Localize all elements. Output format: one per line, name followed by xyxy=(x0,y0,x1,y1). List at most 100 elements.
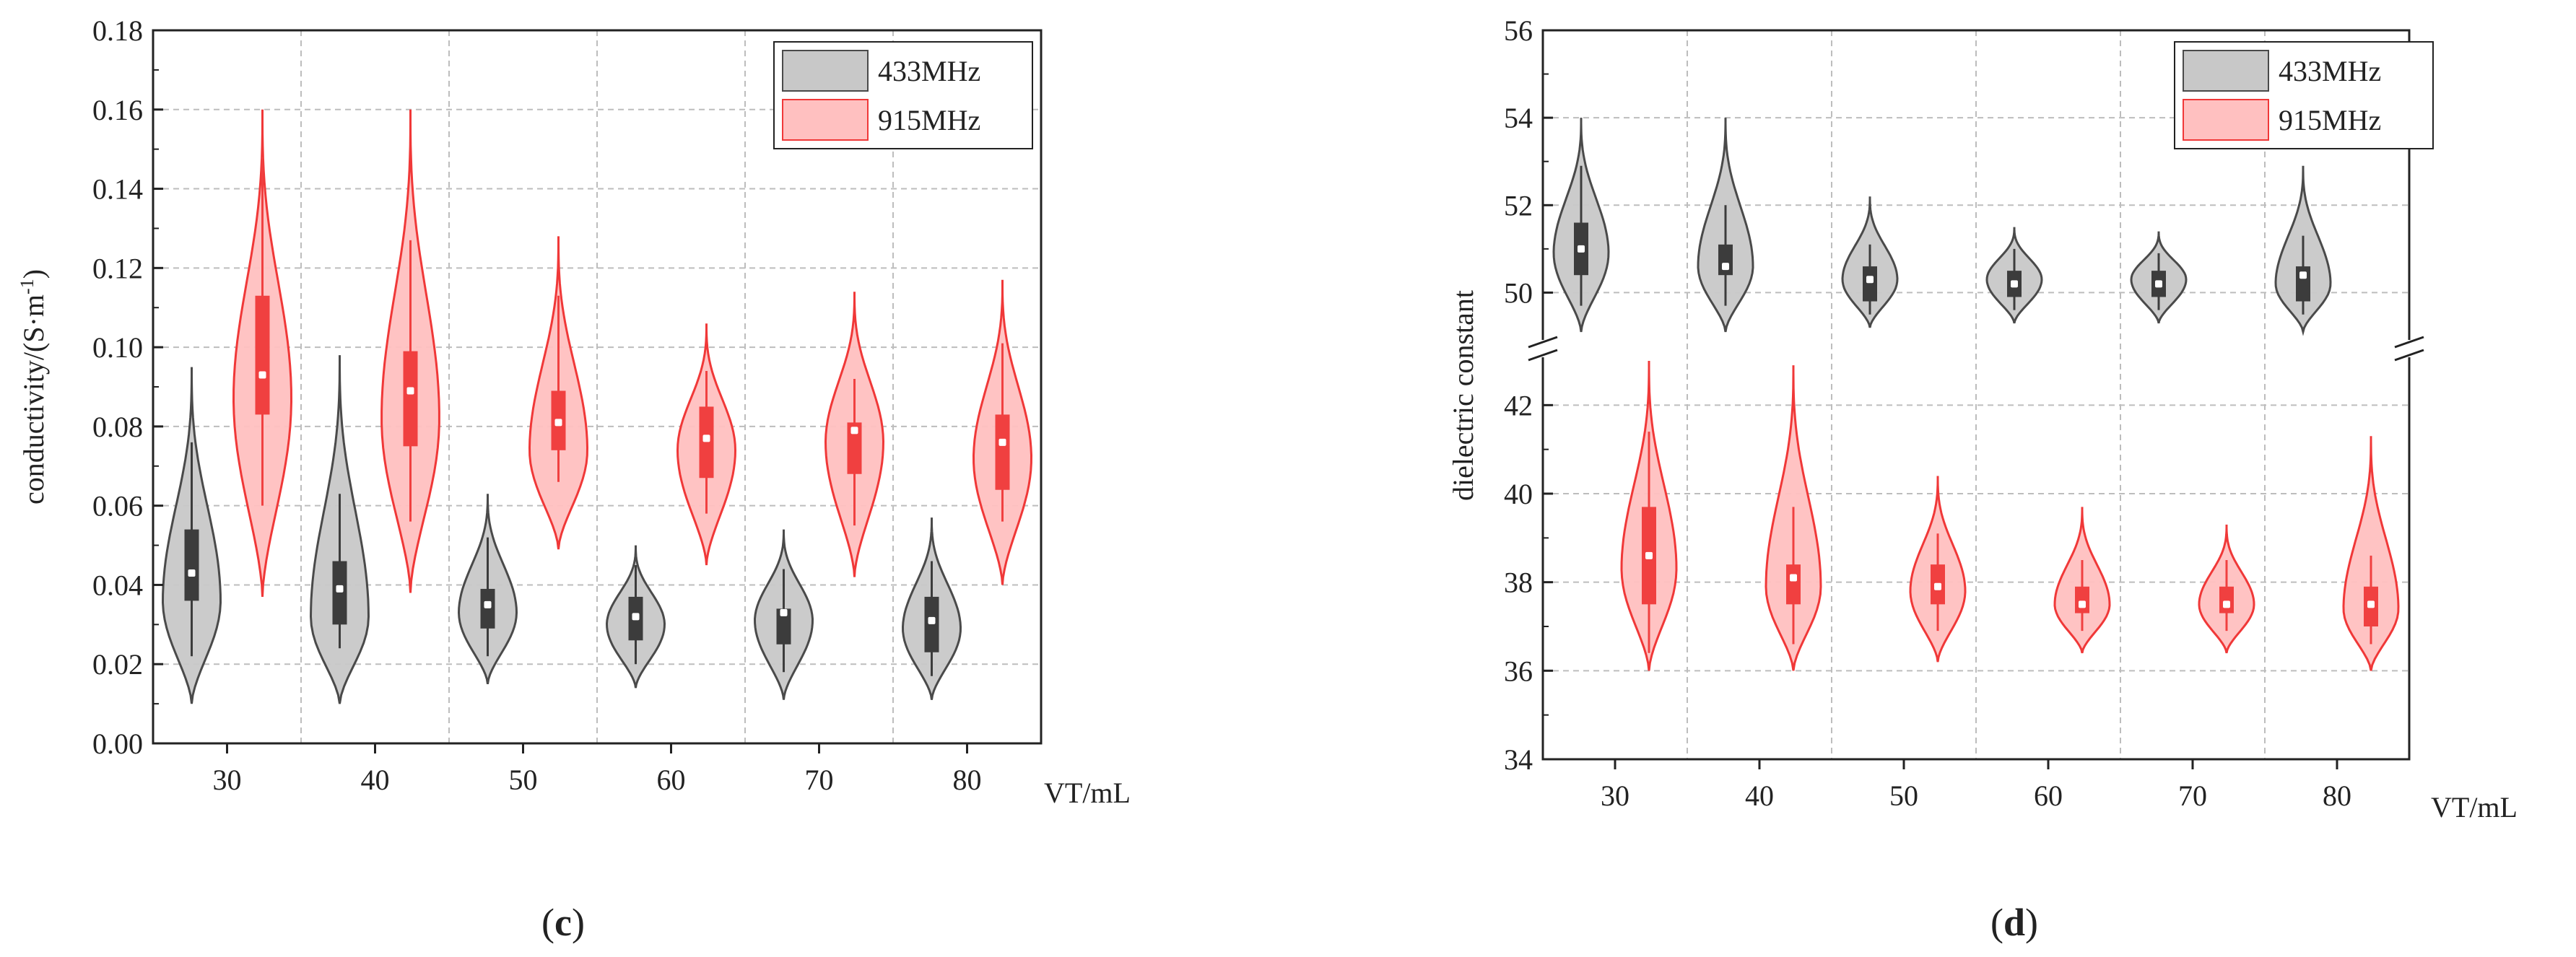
d-caption-open: ( xyxy=(1990,901,2003,944)
violin-median-marker xyxy=(850,427,858,434)
c-caption-open: ( xyxy=(541,901,554,944)
violin-median-marker xyxy=(2155,280,2162,288)
violin-iqr-box xyxy=(403,351,418,447)
d-y-axis-title: dielectric constant xyxy=(1447,290,1479,501)
c-caption-letter: c xyxy=(554,901,572,944)
violin-433MHz-80 xyxy=(901,517,962,700)
violin-median-marker xyxy=(1934,582,1941,590)
violin-median-marker xyxy=(2223,600,2230,608)
c-x-axis-title: VT/mL xyxy=(1044,777,1131,809)
d-caption-letter: d xyxy=(2003,901,2025,944)
violin-median-marker xyxy=(554,419,562,427)
violin-915MHz-70 xyxy=(824,292,885,577)
violin-915MHz-30 xyxy=(232,109,293,597)
violin-median-marker xyxy=(188,569,196,577)
c-y-tick-label: 0.14 xyxy=(92,173,143,206)
c-x-tick-label: 80 xyxy=(953,764,982,796)
d-x-axis: 30 40 50 60 70 80 xyxy=(1601,759,2351,812)
c-y-axis-title-main: conductivity/(S·m xyxy=(17,294,50,504)
c-y-tick-label: 0.12 xyxy=(92,252,143,284)
d-legend-swatch-433 xyxy=(2183,50,2269,92)
c-x-axis: 30 40 50 60 70 80 xyxy=(213,743,982,796)
c-caption-close: ) xyxy=(572,901,585,944)
violin-915MHz-80 xyxy=(2342,436,2400,671)
violin-median-marker xyxy=(1790,574,1797,582)
d-axis-break xyxy=(1527,336,2425,362)
d-caption-close: ) xyxy=(2025,901,2038,944)
violin-iqr-box xyxy=(1718,244,1733,276)
d-violins xyxy=(1552,118,2400,671)
violin-iqr-box xyxy=(1786,564,1801,605)
d-legend-label-433: 433MHz xyxy=(2279,55,2381,87)
c-x-tick-label: 70 xyxy=(805,764,834,796)
violin-median-marker xyxy=(2367,600,2375,608)
d-y-tick-label: 40 xyxy=(1504,478,1533,510)
violin-median-marker xyxy=(702,434,710,442)
violin-915MHz-50 xyxy=(1909,476,1967,663)
d-y-tick-label: 50 xyxy=(1504,276,1533,309)
violin-433MHz-40 xyxy=(309,355,370,704)
c-y-tick-label: 0.02 xyxy=(92,648,143,681)
d-gridlines xyxy=(1543,30,2409,759)
d-plot-frame xyxy=(1541,29,2411,761)
violin-915MHz-40 xyxy=(1765,365,1822,671)
violin-median-marker xyxy=(2299,271,2307,279)
c-y-tick-label: 0.16 xyxy=(92,94,143,126)
violin-iqr-box xyxy=(184,529,199,601)
violin-median-marker xyxy=(1722,263,1729,271)
d-y-tick-label: 54 xyxy=(1504,102,1533,134)
c-violins xyxy=(161,109,1033,704)
violin-433MHz-60 xyxy=(1985,227,2043,324)
violin-median-marker xyxy=(928,616,936,624)
d-x-axis-title: VT/mL xyxy=(2431,791,2518,823)
violin-iqr-box xyxy=(699,406,714,478)
violin-915MHz-40 xyxy=(380,109,440,593)
violin-iqr-box xyxy=(1863,266,1877,302)
violin-433MHz-60 xyxy=(605,545,666,689)
violin-433MHz-40 xyxy=(1697,118,1754,333)
violin-median-marker xyxy=(998,438,1006,446)
c-x-tick-label: 50 xyxy=(509,764,538,796)
c-x-tick-label: 60 xyxy=(657,764,686,796)
c-legend-label-433: 433MHz xyxy=(878,55,980,87)
d-break-slash xyxy=(1528,336,1558,349)
violin-433MHz-70 xyxy=(753,529,814,700)
d-break-slash xyxy=(1528,349,1558,362)
violin-433MHz-30 xyxy=(161,367,222,704)
violin-915MHz-60 xyxy=(676,323,737,566)
c-y-axis-title: conductivity/(S·m-1) xyxy=(17,269,50,504)
c-y-tick-label: 0.18 xyxy=(92,14,143,47)
violin-iqr-box xyxy=(480,588,495,629)
d-y-tick-label: 36 xyxy=(1504,655,1533,687)
violin-median-marker xyxy=(2011,280,2018,288)
violin-iqr-box xyxy=(255,295,270,415)
c-legend-label-915: 915MHz xyxy=(878,104,980,136)
c-legend-swatch-433 xyxy=(782,50,869,92)
violin-iqr-box xyxy=(995,414,1010,490)
violin-median-marker xyxy=(484,600,492,608)
c-legend: 433MHz 915MHz xyxy=(773,41,1033,149)
d-x-tick-label: 70 xyxy=(2178,779,2207,812)
d-y-tick-label: 52 xyxy=(1504,189,1533,222)
c-y-tick-label: 0.08 xyxy=(92,411,143,443)
c-y-tick-label: 0.06 xyxy=(92,490,143,523)
d-legend-label-915: 915MHz xyxy=(2279,104,2381,136)
violin-median-marker xyxy=(1578,245,1585,253)
panel-d-dielectric: 50 52 54 56 34 36 38 40 42 30 40 50 60 70 80 VT/mL di… xyxy=(1447,14,2518,944)
violin-median-marker xyxy=(1645,551,1653,559)
violin-iqr-box xyxy=(847,422,862,474)
d-y-tick-label: 38 xyxy=(1504,567,1533,599)
violin-iqr-box xyxy=(776,608,791,644)
violin-915MHz-50 xyxy=(528,236,589,550)
c-y-tick-label: 0.00 xyxy=(92,727,143,760)
violin-body xyxy=(2342,436,2400,671)
d-x-tick-label: 80 xyxy=(2323,779,2351,812)
d-break-slash xyxy=(2394,349,2424,362)
violin-915MHz-80 xyxy=(972,279,1033,585)
d-x-tick-label: 40 xyxy=(1745,779,1774,812)
d-break-slash xyxy=(2394,336,2424,349)
violin-median-marker xyxy=(632,613,640,621)
c-panel-caption: (c) xyxy=(541,901,585,944)
violin-433MHz-70 xyxy=(2130,231,2188,324)
